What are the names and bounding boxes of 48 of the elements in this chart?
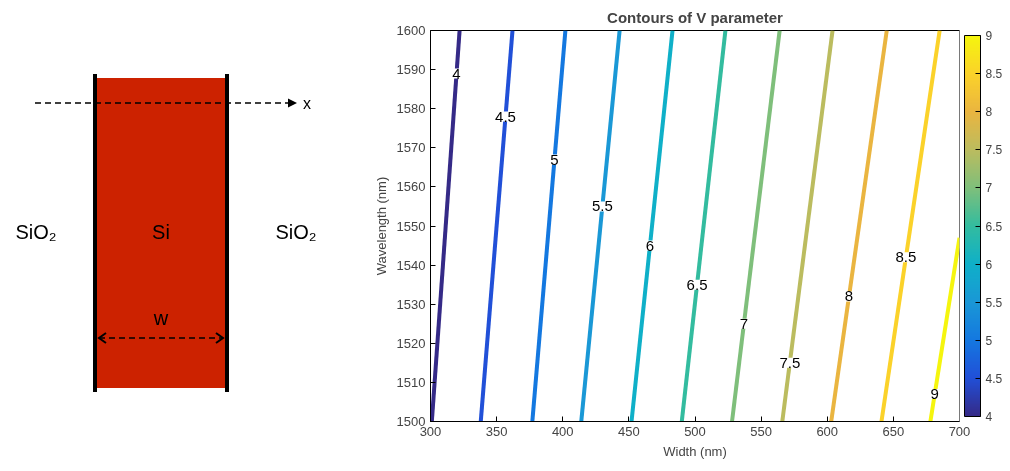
color-bar-label: 4 — [985, 410, 993, 424]
series-label: 7.5 — [779, 353, 801, 371]
color-bar-label: 9 — [985, 29, 993, 43]
y-tick-label: 1600 — [396, 23, 426, 38]
series-label: 8 — [844, 287, 854, 305]
series-label: 7 — [739, 314, 749, 332]
y-tick-label: 1570 — [396, 140, 426, 156]
x-tick-label: 600 — [816, 423, 839, 439]
color-bar-label: 5.5 — [985, 295, 1003, 310]
y-tick-label: 1580 — [396, 101, 426, 117]
color-bar-label: 6 — [985, 257, 993, 272]
y-tick-label: 1590 — [396, 62, 426, 78]
series-label: 5.5 — [591, 197, 613, 215]
series-label: 6 — [645, 236, 655, 254]
color-bar-label: 8 — [985, 105, 993, 120]
series-label: 4.5 — [495, 107, 516, 125]
y-tick-label: 1510 — [396, 374, 426, 390]
y-axis-title: Wavelength (nm) — [373, 176, 389, 276]
x-tick-label: 450 — [618, 423, 640, 439]
color-bar-label: 5 — [985, 333, 993, 348]
y-tick-label: 1530 — [396, 296, 426, 312]
color-bar-label: 4.5 — [985, 371, 1003, 386]
text: SiO₂ — [275, 221, 317, 243]
text: w — [152, 307, 169, 329]
x-tick-label: 400 — [551, 423, 574, 439]
x-tick-label: 700 — [948, 423, 971, 439]
y-tick-label: 1540 — [396, 257, 426, 273]
series-label: 4 — [452, 64, 461, 82]
color-bar-label: 6.5 — [985, 219, 1003, 234]
x-tick-label: 550 — [750, 423, 772, 439]
text: Si — [152, 221, 170, 243]
color-bar-label: 7.5 — [985, 143, 1003, 158]
x-tick-label: 350 — [485, 423, 508, 439]
color-bar-label: 7 — [985, 181, 993, 196]
series-label: 6.5 — [686, 275, 708, 293]
series-label: 8.5 — [895, 248, 917, 266]
series-label: 9 — [930, 384, 939, 402]
text: x — [303, 94, 311, 112]
text: SiO₂ — [15, 221, 57, 243]
x-tick-label: 650 — [882, 423, 905, 439]
chart-title: Contours of V parameter — [607, 8, 784, 26]
series-label: 5 — [550, 150, 559, 168]
x-axis-title: Width (nm) — [663, 443, 727, 459]
color-bar-label: 8.5 — [985, 67, 1003, 82]
y-tick-label: 1520 — [396, 335, 426, 351]
y-tick-label: 1560 — [396, 179, 426, 195]
x-tick-label: 500 — [684, 423, 706, 439]
y-tick-label: 1550 — [396, 218, 426, 234]
